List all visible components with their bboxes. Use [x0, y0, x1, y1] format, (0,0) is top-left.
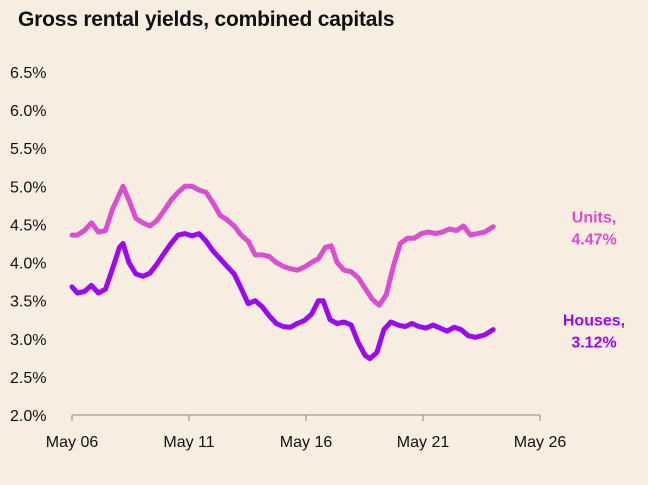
y-tick-label: 3.5%: [10, 294, 46, 311]
series-layer: [69, 183, 496, 362]
chart-title: Gross rental yields, combined capitals: [18, 8, 395, 31]
x-tick-label: May 11: [163, 434, 214, 451]
y-tick-label: 6.5%: [10, 65, 46, 82]
y-tick-label: 3.0%: [10, 332, 46, 349]
series-end-label-value: 4.47%: [571, 232, 616, 249]
label-layer: Units, 4.47% Houses, 3.12%: [563, 210, 625, 352]
series-end-label-name: Units,: [572, 210, 616, 227]
y-tick-label: 6.0%: [10, 103, 46, 120]
series-end-label-value: 3.12%: [571, 335, 616, 352]
x-tick-label: May 06: [46, 434, 99, 451]
y-tick-label: 5.5%: [10, 141, 46, 158]
y-tick-label: 2.5%: [10, 370, 46, 387]
series-end-label-name: Houses,: [563, 313, 625, 330]
y-tick-label: 2.0%: [10, 408, 46, 425]
series-line-units: [69, 183, 496, 308]
y-tick-label: 4.5%: [10, 217, 46, 234]
y-tick-label: 5.0%: [10, 179, 46, 196]
x-tick-label: May 21: [397, 434, 450, 451]
y-tick-label: 4.0%: [10, 256, 46, 273]
series-line-houses: [69, 231, 496, 362]
x-tick-label: May 26: [514, 434, 567, 451]
axis-layer: 6.5% 6.0% 5.5% 5.0% 4.5% 4.0% 3.5% 3.0% 2.5% 2.0%…: [10, 65, 566, 451]
x-tick-label: May 16: [280, 434, 333, 451]
